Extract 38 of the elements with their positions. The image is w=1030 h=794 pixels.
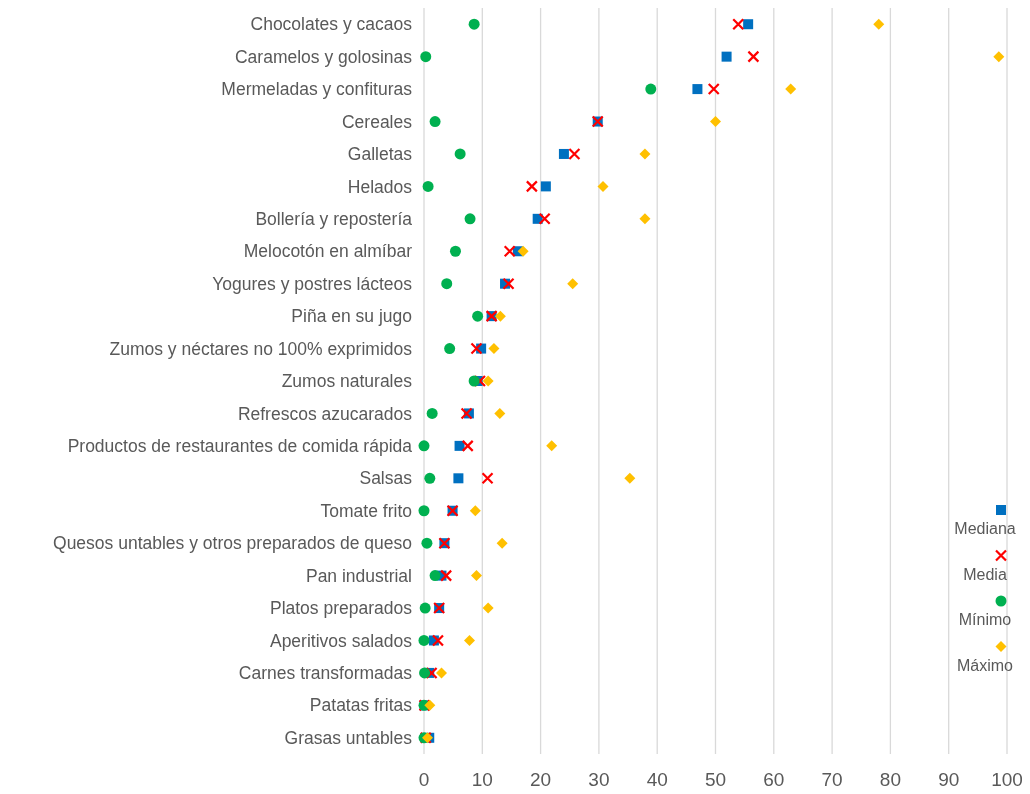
- legend-label: Mínimo: [958, 611, 1012, 628]
- y-tick-label: Galletas: [347, 144, 413, 165]
- x-tick-label: 100: [991, 769, 1023, 790]
- y-tick-label: Tomate frito: [320, 500, 412, 521]
- legend-label: Mediana: [954, 520, 1016, 537]
- x-tick-label: 30: [588, 769, 610, 790]
- x-tick-label: 10: [471, 769, 493, 790]
- x-tick-label: 70: [821, 769, 843, 790]
- y-tick-label: Refrescos azucarados: [237, 403, 413, 424]
- y-tick-label: Quesos untables y otros preparados de queso: [53, 533, 412, 554]
- legend-label: Media: [963, 565, 1007, 583]
- x-tick-label: 40: [646, 769, 668, 790]
- x-tick-label: 20: [530, 769, 552, 790]
- y-tick-label: Caramelos y golosinas: [234, 46, 413, 67]
- y-tick-label: Piña en su jugo: [291, 306, 412, 327]
- y-tick-label: Zumos y néctares no 100% exprimidos: [109, 338, 413, 359]
- y-tick-label: Carnes transformadas: [238, 663, 413, 684]
- legend-label: Máximo: [956, 656, 1014, 674]
- y-tick-label: Yogures y postres lácteos: [212, 273, 413, 294]
- y-tick-label: Cereales: [341, 111, 413, 132]
- y-tick-label: Grasas untables: [284, 727, 413, 748]
- y-tick-label: Zumos naturales: [281, 371, 413, 392]
- y-tick-label: Helados: [347, 176, 413, 197]
- y-tick-label: Platos preparados: [269, 598, 413, 619]
- y-tick-label: Bollería y repostería: [255, 208, 413, 229]
- x-tick-label: 60: [763, 769, 785, 790]
- y-tick-label: Aperitivos salados: [269, 630, 413, 651]
- y-tick-label: Patatas fritas: [309, 695, 413, 716]
- y-tick-label: Salsas: [359, 468, 413, 489]
- y-tick-label: Chocolates y cacaos: [250, 14, 413, 35]
- y-tick-label: Productos de restaurantes de comida rápida: [67, 435, 413, 456]
- x-tick-label: 50: [704, 769, 727, 790]
- y-tick-label: Mermeladas y confituras: [221, 79, 413, 100]
- x-tick-label: 80: [879, 769, 901, 790]
- y-tick-label: Pan industrial: [305, 565, 412, 586]
- x-tick-label: 0: [418, 769, 430, 790]
- y-tick-label: Melocotón en almíbar: [243, 241, 413, 262]
- x-tick-label: 90: [938, 769, 960, 790]
